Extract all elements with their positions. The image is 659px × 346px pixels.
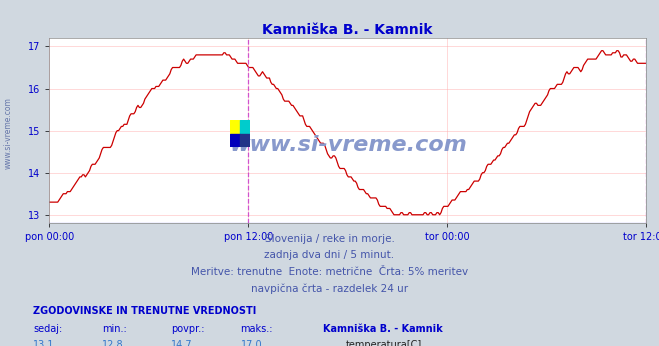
Text: 17,0: 17,0 [241, 340, 262, 346]
Text: 12,8: 12,8 [102, 340, 124, 346]
Text: maks.:: maks.: [241, 324, 273, 334]
Text: www.si-vreme.com: www.si-vreme.com [229, 135, 467, 155]
Text: temperatura[C]: temperatura[C] [346, 340, 422, 346]
Text: min.:: min.: [102, 324, 127, 334]
Bar [230, 134, 240, 147]
Bar [240, 134, 250, 147]
Text: Slovenija / reke in morje.: Slovenija / reke in morje. [264, 234, 395, 244]
Text: ZGODOVINSKE IN TRENUTNE VREDNOSTI: ZGODOVINSKE IN TRENUTNE VREDNOSTI [33, 306, 256, 316]
Text: www.si-vreme.com: www.si-vreme.com [3, 97, 13, 169]
Text: povpr.:: povpr.: [171, 324, 205, 334]
Text: Kamniška B. - Kamnik: Kamniška B. - Kamnik [323, 324, 443, 334]
Text: 13,1: 13,1 [33, 340, 55, 346]
Title: Kamniška B. - Kamnik: Kamniška B. - Kamnik [262, 23, 433, 37]
Text: Meritve: trenutne  Enote: metrične  Črta: 5% meritev: Meritve: trenutne Enote: metrične Črta: … [191, 267, 468, 277]
Text: sedaj:: sedaj: [33, 324, 62, 334]
Bar [240, 120, 250, 134]
Text: zadnja dva dni / 5 minut.: zadnja dva dni / 5 minut. [264, 250, 395, 260]
Text: 14,7: 14,7 [171, 340, 193, 346]
Text: navpična črta - razdelek 24 ur: navpična črta - razdelek 24 ur [251, 283, 408, 294]
Bar [230, 120, 240, 134]
